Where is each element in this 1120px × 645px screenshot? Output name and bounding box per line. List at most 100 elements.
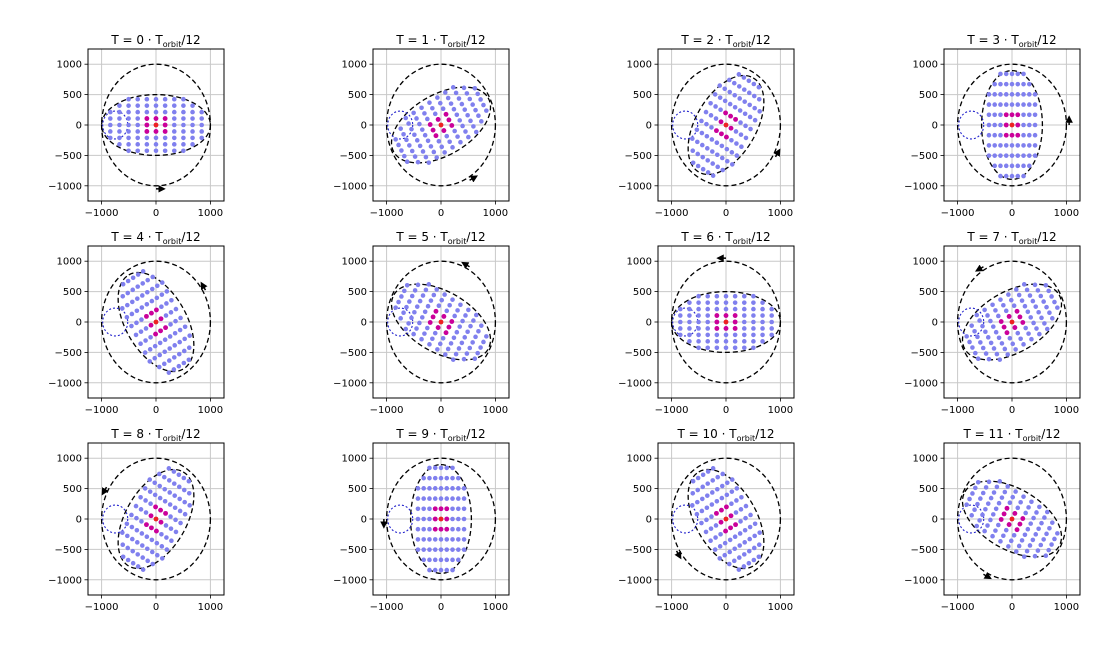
- core-point: [433, 308, 439, 314]
- x-tick-label: 1000: [768, 405, 793, 416]
- body-ellipse: [390, 86, 492, 164]
- title-subscript: orbit: [163, 40, 182, 49]
- data-point: [713, 535, 718, 540]
- data-point: [162, 142, 168, 147]
- data-point: [998, 539, 1003, 544]
- data-point: [1010, 341, 1016, 347]
- data-point: [1041, 299, 1046, 304]
- data-point: [710, 478, 716, 483]
- data-point: [421, 537, 427, 542]
- data-point: [126, 116, 131, 121]
- data-point: [713, 104, 718, 109]
- data-point: [747, 524, 753, 530]
- data-point: [739, 494, 744, 500]
- data-point: [169, 538, 174, 544]
- y-tick-label: 0: [646, 515, 652, 526]
- data-point: [432, 330, 438, 336]
- core-point: [1015, 122, 1021, 128]
- title-prefix: T = 1 · T: [395, 33, 448, 47]
- data-point: [714, 345, 720, 351]
- data-point: [479, 323, 484, 328]
- data-point: [467, 345, 473, 351]
- data-point: [709, 514, 714, 519]
- data-point: [478, 97, 483, 102]
- data-point: [1047, 310, 1052, 316]
- core-point: [732, 313, 738, 318]
- data-point: [723, 306, 729, 312]
- data-point: [712, 92, 718, 97]
- subplot-title: T = 4 · Torbit/12: [110, 230, 200, 246]
- data-point: [401, 131, 406, 137]
- data-point: [722, 98, 728, 104]
- data-point: [1006, 292, 1011, 297]
- orbit-circle: [100, 457, 212, 581]
- data-point: [420, 293, 426, 298]
- data-point: [143, 338, 148, 343]
- data-point: [425, 303, 431, 309]
- data-point: [1028, 521, 1034, 526]
- data-point: [444, 537, 450, 542]
- data-point: [125, 557, 131, 563]
- data-point: [1021, 342, 1026, 347]
- data-point: [1021, 132, 1026, 138]
- data-point: [421, 557, 427, 563]
- data-point: [404, 137, 409, 143]
- data-point: [171, 96, 177, 102]
- data-point: [199, 109, 204, 115]
- subplot-10: −1000 0 1000 1000 500 0 −500 −1000 T = 10 · Torb…: [618, 427, 795, 613]
- data-point: [687, 313, 692, 318]
- data-point: [454, 112, 460, 118]
- data-point: [704, 505, 710, 511]
- data-point: [108, 135, 113, 141]
- plot-area: [956, 63, 1068, 187]
- data-point: [199, 129, 204, 134]
- data-point: [747, 114, 753, 120]
- data-point: [705, 306, 711, 312]
- data-point: [460, 318, 465, 324]
- data-point: [450, 547, 455, 552]
- data-point: [726, 77, 732, 83]
- plot-area: [385, 260, 497, 384]
- data-point: [1036, 526, 1041, 532]
- core-point: [149, 525, 154, 531]
- data-point: [751, 81, 757, 87]
- core-point: [154, 528, 159, 534]
- data-point: [181, 142, 186, 147]
- data-point: [967, 339, 972, 345]
- data-point: [709, 125, 714, 130]
- data-point: [1013, 287, 1019, 292]
- data-point: [168, 514, 173, 519]
- data-point: [463, 129, 468, 134]
- data-point: [461, 486, 467, 491]
- data-point: [427, 342, 432, 347]
- data-point: [1030, 298, 1036, 304]
- data-point: [690, 136, 695, 141]
- data-point: [396, 299, 401, 305]
- core-point: [1004, 330, 1010, 336]
- data-point: [142, 486, 148, 491]
- core-point: [723, 326, 729, 331]
- data-point: [148, 334, 153, 340]
- data-point: [736, 72, 742, 77]
- data-point: [438, 496, 444, 501]
- probe-circle: [102, 504, 129, 534]
- data-point: [152, 480, 158, 486]
- core-point: [998, 517, 1004, 522]
- orbit-circle: [670, 457, 782, 581]
- data-point: [407, 143, 412, 148]
- data-point: [159, 544, 165, 549]
- data-point: [456, 346, 462, 351]
- y-tick-label: 1000: [57, 257, 82, 268]
- y-tick-label: 1000: [627, 454, 652, 465]
- data-point: [187, 333, 192, 338]
- data-point: [117, 142, 122, 147]
- core-point: [724, 134, 729, 140]
- data-point: [138, 341, 143, 347]
- data-point: [732, 332, 738, 338]
- data-point: [1032, 102, 1038, 107]
- orbit-circle: [956, 63, 1068, 187]
- data-point: [748, 126, 753, 132]
- data-point: [715, 474, 721, 480]
- y-tick-label: 0: [646, 121, 652, 132]
- data-point: [473, 129, 479, 135]
